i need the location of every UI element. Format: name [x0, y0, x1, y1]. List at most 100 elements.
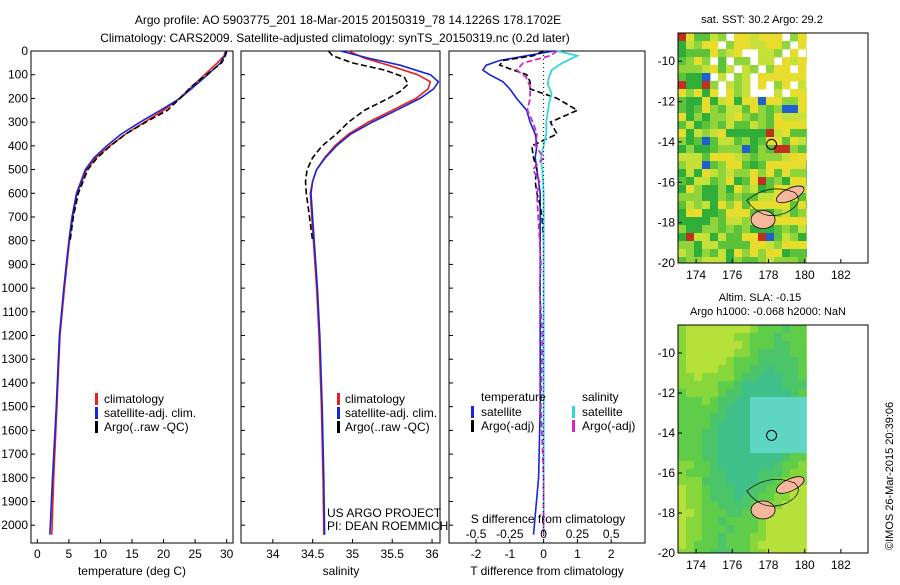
map-cell — [774, 349, 783, 358]
map-cell — [806, 421, 807, 430]
map-cell — [726, 145, 735, 154]
map-cell — [806, 161, 807, 170]
map-cell — [694, 453, 703, 462]
map-cell — [686, 65, 695, 74]
map-cell — [726, 533, 735, 542]
map-cell — [758, 161, 767, 170]
map-cell — [702, 257, 711, 264]
map-cell — [750, 437, 759, 446]
map-cell — [782, 493, 791, 502]
map-cell — [782, 137, 791, 146]
map-cell — [710, 349, 719, 358]
map-cell — [798, 389, 807, 398]
map-cell — [790, 517, 799, 526]
map-cell — [734, 169, 743, 178]
map-cell — [710, 41, 719, 50]
map-cell — [790, 397, 799, 406]
map-cell — [758, 477, 767, 486]
map-cell — [766, 397, 775, 406]
map-cell — [782, 145, 791, 154]
map-cell — [686, 469, 695, 478]
map-cell — [782, 525, 791, 534]
map-cell — [694, 89, 703, 98]
map-cell — [806, 193, 807, 202]
map-cell — [718, 509, 727, 518]
x-tick-label: 35 — [346, 547, 360, 561]
map-cell — [750, 137, 759, 146]
map-cell — [766, 161, 775, 170]
map-x-tick-label: 176 — [722, 268, 742, 282]
map-cell — [742, 477, 751, 486]
map-cell — [782, 381, 791, 390]
map-cell — [710, 49, 719, 58]
map-cell — [798, 437, 807, 446]
map-cell — [782, 429, 791, 438]
map-cell — [686, 161, 695, 170]
map-cell — [710, 145, 719, 154]
map-cell — [758, 249, 767, 258]
map-cell — [694, 249, 703, 258]
map-cell — [782, 177, 791, 186]
legend-label-climatology: climatology — [345, 392, 405, 406]
map-cell — [726, 233, 735, 242]
map-cell — [750, 517, 759, 526]
map-cell — [790, 241, 799, 250]
legend-title-temperature: temperature — [481, 390, 546, 404]
map-cell — [718, 185, 727, 194]
map-cell — [726, 49, 735, 58]
map-cell — [718, 209, 727, 218]
map-cell — [750, 161, 759, 170]
map-cell — [678, 325, 687, 334]
map-cell — [686, 225, 695, 234]
map-cell — [718, 49, 727, 58]
map-cell — [710, 33, 719, 42]
map-cell — [790, 57, 799, 66]
map-cell — [734, 257, 743, 264]
map-cell — [774, 445, 783, 454]
map-cell — [678, 257, 687, 264]
map-cell — [798, 153, 807, 162]
map-cell — [694, 65, 703, 74]
map-cell — [710, 541, 719, 550]
map-cell — [710, 325, 719, 334]
map-cell — [678, 217, 687, 226]
map-cell — [790, 381, 799, 390]
map-cell — [734, 121, 743, 130]
map-cell — [678, 389, 687, 398]
map-cell — [742, 541, 751, 550]
map-cell — [678, 381, 687, 390]
map-cell — [774, 437, 783, 446]
map-x-tick-label: 180 — [795, 558, 815, 572]
map-cell — [702, 137, 711, 146]
map-cell — [726, 257, 735, 264]
map-cell — [718, 177, 727, 186]
map-cell — [782, 533, 791, 542]
map-cell — [702, 89, 711, 98]
map-cell — [766, 129, 775, 138]
map-cell — [758, 73, 767, 82]
map-cell — [774, 97, 783, 106]
map-cell — [790, 105, 799, 114]
difference-panel — [448, 50, 646, 544]
map-cell — [790, 49, 799, 58]
map-cell — [702, 33, 711, 42]
map-cell — [774, 41, 783, 50]
map-cell — [798, 65, 807, 74]
map-cell — [734, 549, 743, 554]
map-cell — [694, 493, 703, 502]
map-cell — [758, 517, 767, 526]
map-cell — [718, 517, 727, 526]
map-cell — [702, 73, 711, 82]
map-cell — [694, 365, 703, 374]
map-cell — [782, 65, 791, 74]
map-cell — [750, 357, 759, 366]
map-cell — [750, 333, 759, 342]
map-cell — [790, 501, 799, 510]
legend-swatch-satellite — [95, 407, 98, 419]
map-cell — [734, 341, 743, 350]
map-cell — [718, 161, 727, 170]
map-cell — [798, 397, 807, 406]
map-cell — [726, 209, 735, 218]
map-cell — [678, 485, 687, 494]
map-cell — [694, 241, 703, 250]
